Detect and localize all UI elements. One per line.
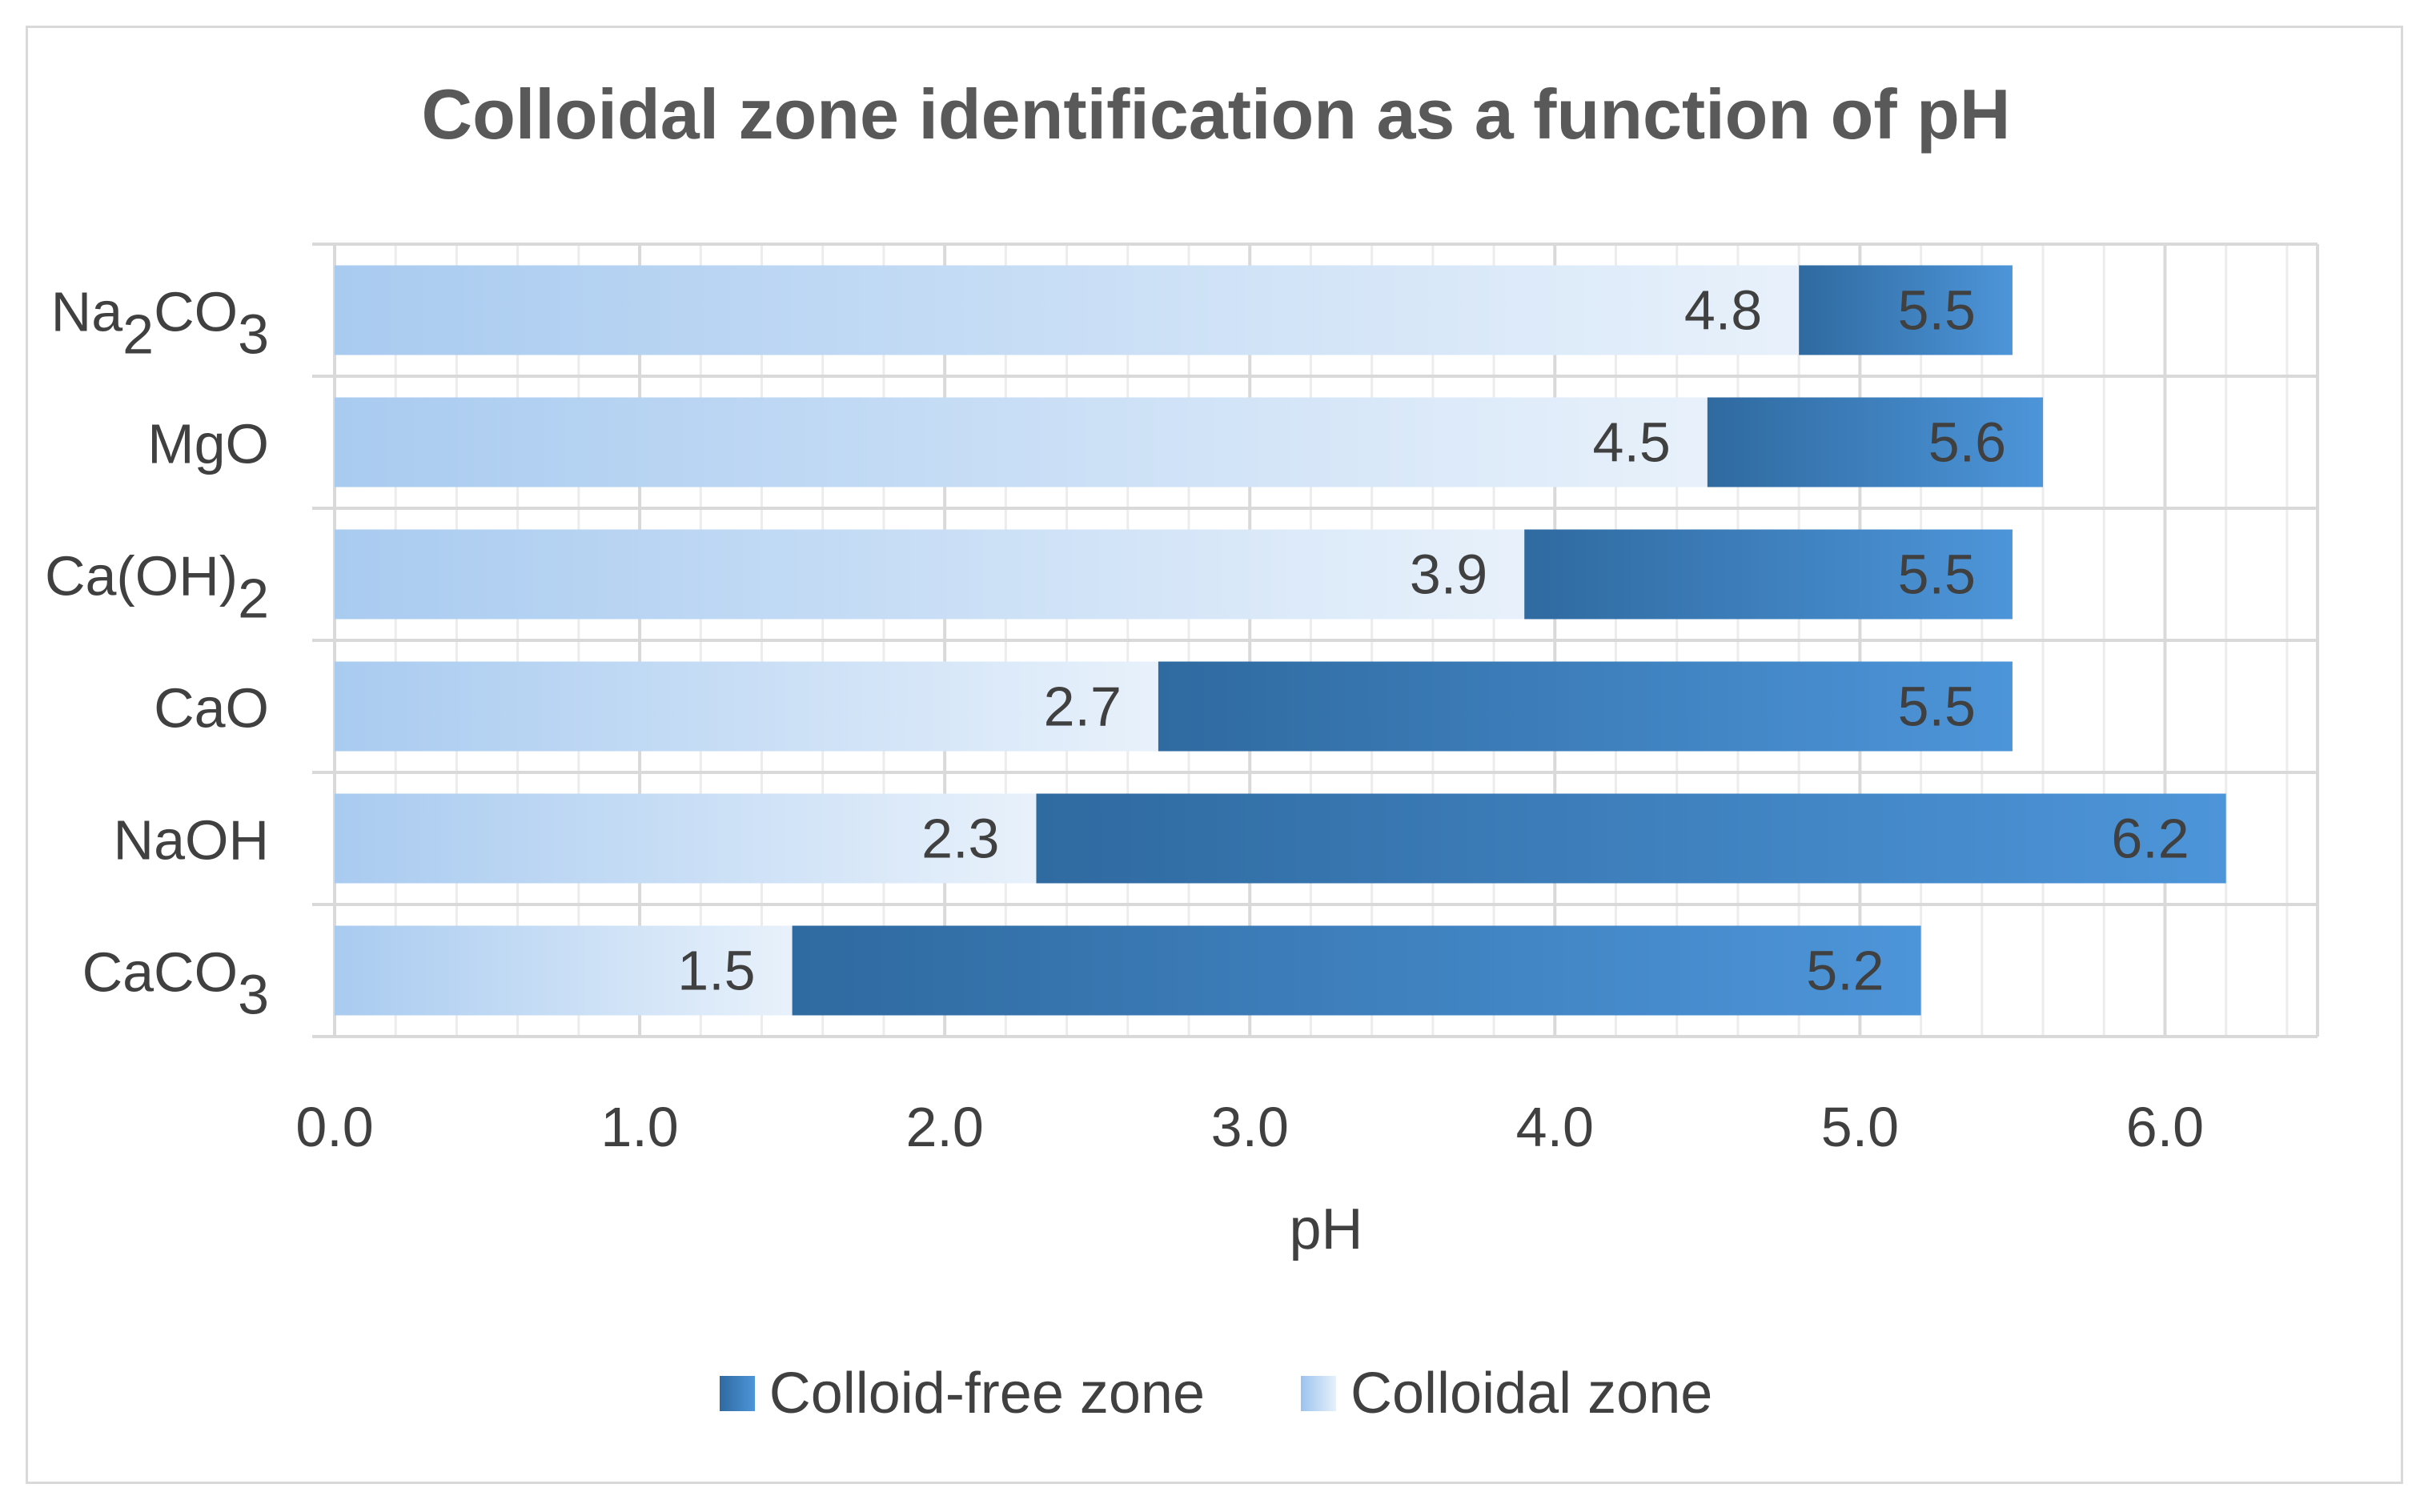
legend-item-colloidal: Colloidal zone xyxy=(1301,1361,1712,1426)
category-label: CaCO3 xyxy=(82,941,269,1026)
data-label-colloid-free: 6.2 xyxy=(2111,808,2189,870)
data-label-colloid-free: 5.6 xyxy=(1928,411,2006,474)
category-label: Ca(OH)2 xyxy=(45,545,269,630)
x-tick-label: 5.0 xyxy=(1821,1096,1899,1158)
data-label-colloidal: 1.5 xyxy=(677,940,755,1002)
x-tick-label: 0.0 xyxy=(295,1096,373,1158)
data-label-colloid-free: 5.2 xyxy=(1806,940,1884,1002)
data-label-colloidal: 3.9 xyxy=(1410,543,1487,606)
category-label: MgO xyxy=(147,413,269,475)
legend-label-colloidal: Colloidal zone xyxy=(1350,1362,1713,1426)
legend-label-colloid-free: Colloid-free zone xyxy=(769,1362,1205,1426)
legend-swatch-colloidal xyxy=(1301,1376,1336,1411)
bar-colloid-free-zone xyxy=(1524,529,2013,620)
data-label-colloidal: 4.8 xyxy=(1684,279,1762,342)
data-label-colloidal: 2.7 xyxy=(1044,676,1122,738)
bar-colloid-free-zone xyxy=(1158,661,2013,752)
chart-title: Colloidal zone identification as a funct… xyxy=(421,74,2011,154)
legend-item-colloid-free: Colloid-free zone xyxy=(719,1361,1205,1426)
legend-swatch-colloid-free xyxy=(719,1376,755,1411)
bar-colloid-free-zone xyxy=(1036,793,2226,884)
category-label: CaO xyxy=(154,677,269,740)
data-label-colloid-free: 5.5 xyxy=(1898,543,1976,606)
x-axis-title: pH xyxy=(1289,1197,1362,1261)
legend: Colloid-free zone Colloidal zone xyxy=(0,1361,2432,1426)
category-label: NaOH xyxy=(114,809,269,872)
data-label-colloid-free: 5.5 xyxy=(1898,676,1976,738)
x-tick-label: 4.0 xyxy=(1516,1096,1594,1158)
bar-colloidal-zone xyxy=(335,265,1800,355)
bar-colloidal-zone xyxy=(335,661,1158,752)
bar-colloid-free-zone xyxy=(1707,397,2044,487)
x-tick-label: 3.0 xyxy=(1211,1096,1289,1158)
data-label-colloid-free: 5.5 xyxy=(1898,279,1976,342)
bar-colloidal-zone xyxy=(335,397,1708,487)
data-label-colloidal: 2.3 xyxy=(921,808,999,870)
bar-colloidal-zone xyxy=(335,925,793,1016)
x-tick-label: 1.0 xyxy=(600,1096,678,1158)
data-label-colloidal: 4.5 xyxy=(1593,411,1671,474)
x-tick-label: 2.0 xyxy=(905,1096,983,1158)
bar-colloidal-zone xyxy=(335,529,1525,620)
x-tick-label: 6.0 xyxy=(2126,1096,2204,1158)
category-label: Na2CO3 xyxy=(51,281,269,366)
bar-colloidal-zone xyxy=(335,793,1037,884)
bar-colloid-free-zone xyxy=(1799,265,2013,355)
bar-colloid-free-zone xyxy=(792,925,1921,1016)
